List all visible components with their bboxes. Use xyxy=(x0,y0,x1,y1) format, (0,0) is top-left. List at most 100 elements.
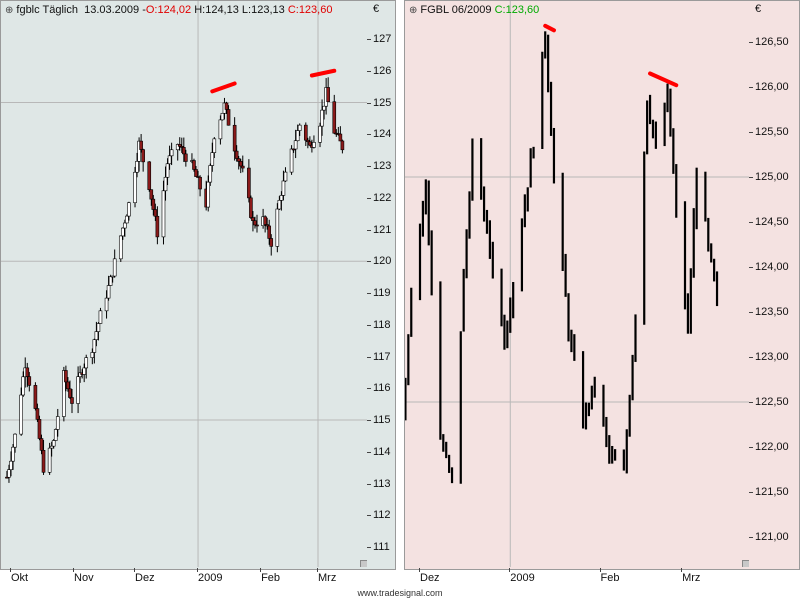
candle-body xyxy=(39,438,44,451)
candle-body xyxy=(297,124,302,131)
candle-body xyxy=(306,139,310,143)
candle-body xyxy=(121,227,125,237)
candle-body xyxy=(135,161,139,173)
pin-icon[interactable]: ⊕ xyxy=(5,5,14,16)
open-value: O:124,02 xyxy=(145,4,192,16)
x-tick-mark xyxy=(317,568,318,572)
candle-body xyxy=(90,352,95,358)
candle-body xyxy=(68,388,72,398)
candle-body xyxy=(332,101,337,134)
pin-icon[interactable]: ⊕ xyxy=(409,5,418,16)
x-tick-mark xyxy=(260,568,262,572)
y-tick-mark xyxy=(367,39,371,40)
candle-body xyxy=(137,140,141,162)
candle-body xyxy=(149,189,154,200)
left-plot-area[interactable] xyxy=(1,1,367,567)
x-tick-label: Feb xyxy=(261,572,281,584)
trendline xyxy=(210,81,237,94)
right-chart-header: ⊕ FGBL 06/2009 C:123,60 xyxy=(409,4,539,16)
y-tick-mark xyxy=(367,229,371,231)
candle-body xyxy=(177,144,182,147)
y-tick-mark xyxy=(367,420,371,421)
candle-body xyxy=(55,416,60,430)
y-tick-mark xyxy=(749,222,753,223)
left-y-axis[interactable]: € 127 126 125 124 123 122 121 120 119 118 117 116 11… xyxy=(367,1,395,567)
left-x-axis[interactable]: Okt Nov Dez 2009 Feb Mrz xyxy=(0,568,366,588)
close-value: C:123,60 xyxy=(287,4,333,16)
candle-body xyxy=(133,171,137,204)
candle-body xyxy=(308,141,312,146)
y-tick-mark xyxy=(749,87,753,88)
candle-body xyxy=(291,148,296,151)
candle-body xyxy=(11,446,15,462)
y-tick-mark xyxy=(367,356,371,358)
candle-body xyxy=(212,138,217,153)
candle-body xyxy=(182,147,186,155)
y-tick-mark xyxy=(367,197,371,199)
low-value: L:123,13 xyxy=(241,4,285,16)
y-tick-label: 123 xyxy=(373,160,392,172)
left-date: 13.03.2009 xyxy=(84,4,140,16)
candle-body xyxy=(41,450,46,473)
y-tick-label: 114 xyxy=(373,445,391,458)
trendline xyxy=(648,71,679,88)
y-tick-label: 124,00 xyxy=(755,261,789,273)
x-tick-mark xyxy=(73,568,75,572)
candle-body xyxy=(338,133,343,142)
right-currency-label: € xyxy=(755,3,762,15)
y-tick-mark xyxy=(749,312,753,313)
x-tick-mark xyxy=(134,568,136,572)
candle-body xyxy=(108,276,113,286)
y-tick-label: 125 xyxy=(373,96,392,109)
candle-body xyxy=(192,160,196,170)
y-tick-label: 119 xyxy=(373,287,391,299)
x-tick-mark xyxy=(10,568,11,572)
candle-body xyxy=(269,238,274,247)
candle-body xyxy=(76,376,80,404)
y-tick-mark xyxy=(749,132,753,133)
candle-body xyxy=(82,367,86,375)
candle-body xyxy=(312,142,316,148)
candle-body xyxy=(155,215,160,238)
candle-body xyxy=(118,235,123,260)
y-tick-mark xyxy=(367,547,371,548)
y-tick-mark xyxy=(749,177,753,178)
y-tick-label: 124 xyxy=(373,128,392,141)
candle-body xyxy=(293,140,298,150)
y-tick-mark xyxy=(367,324,371,326)
x-tick-mark xyxy=(681,568,683,572)
candle-body xyxy=(184,153,188,162)
candle-body xyxy=(153,209,158,217)
candle-body xyxy=(247,167,251,199)
y-tick-label: 113 xyxy=(373,477,391,490)
candle-body xyxy=(7,469,11,478)
candle-body xyxy=(21,376,25,396)
y-tick-mark xyxy=(749,357,753,358)
y-tick-label: 125,00 xyxy=(755,171,789,183)
right-y-axis[interactable]: € 126,50 126,00 125,50 125,00 124,50 124,00 12… xyxy=(749,1,799,567)
y-tick-mark xyxy=(749,492,753,493)
candle-body xyxy=(277,200,282,210)
right-x-axis[interactable]: Dez 2009 Feb Mrz xyxy=(404,568,748,588)
candle-body xyxy=(179,146,184,148)
right-plot-area[interactable] xyxy=(405,1,749,567)
right-symbol: FGBL 06/2009 xyxy=(420,4,492,16)
candle-body xyxy=(218,119,223,140)
candle-body xyxy=(232,124,237,152)
candle-body xyxy=(318,125,322,143)
candle-body xyxy=(198,176,202,190)
candle-body xyxy=(263,216,267,225)
right-resize-handle-icon[interactable] xyxy=(742,560,749,567)
y-tick-mark xyxy=(367,451,371,453)
candle-body xyxy=(127,202,131,217)
candle-body xyxy=(13,433,17,448)
left-candlestick-chart xyxy=(1,1,367,567)
candle-body xyxy=(9,460,13,470)
candle-body xyxy=(265,224,269,227)
left-resize-handle-icon[interactable] xyxy=(360,560,367,567)
candle-body xyxy=(141,149,145,163)
x-tick-label: Dez xyxy=(135,572,155,584)
x-tick-label: 2009 xyxy=(198,572,223,584)
y-tick-label: 123,00 xyxy=(755,351,789,363)
y-tick-label: 111 xyxy=(373,541,390,553)
